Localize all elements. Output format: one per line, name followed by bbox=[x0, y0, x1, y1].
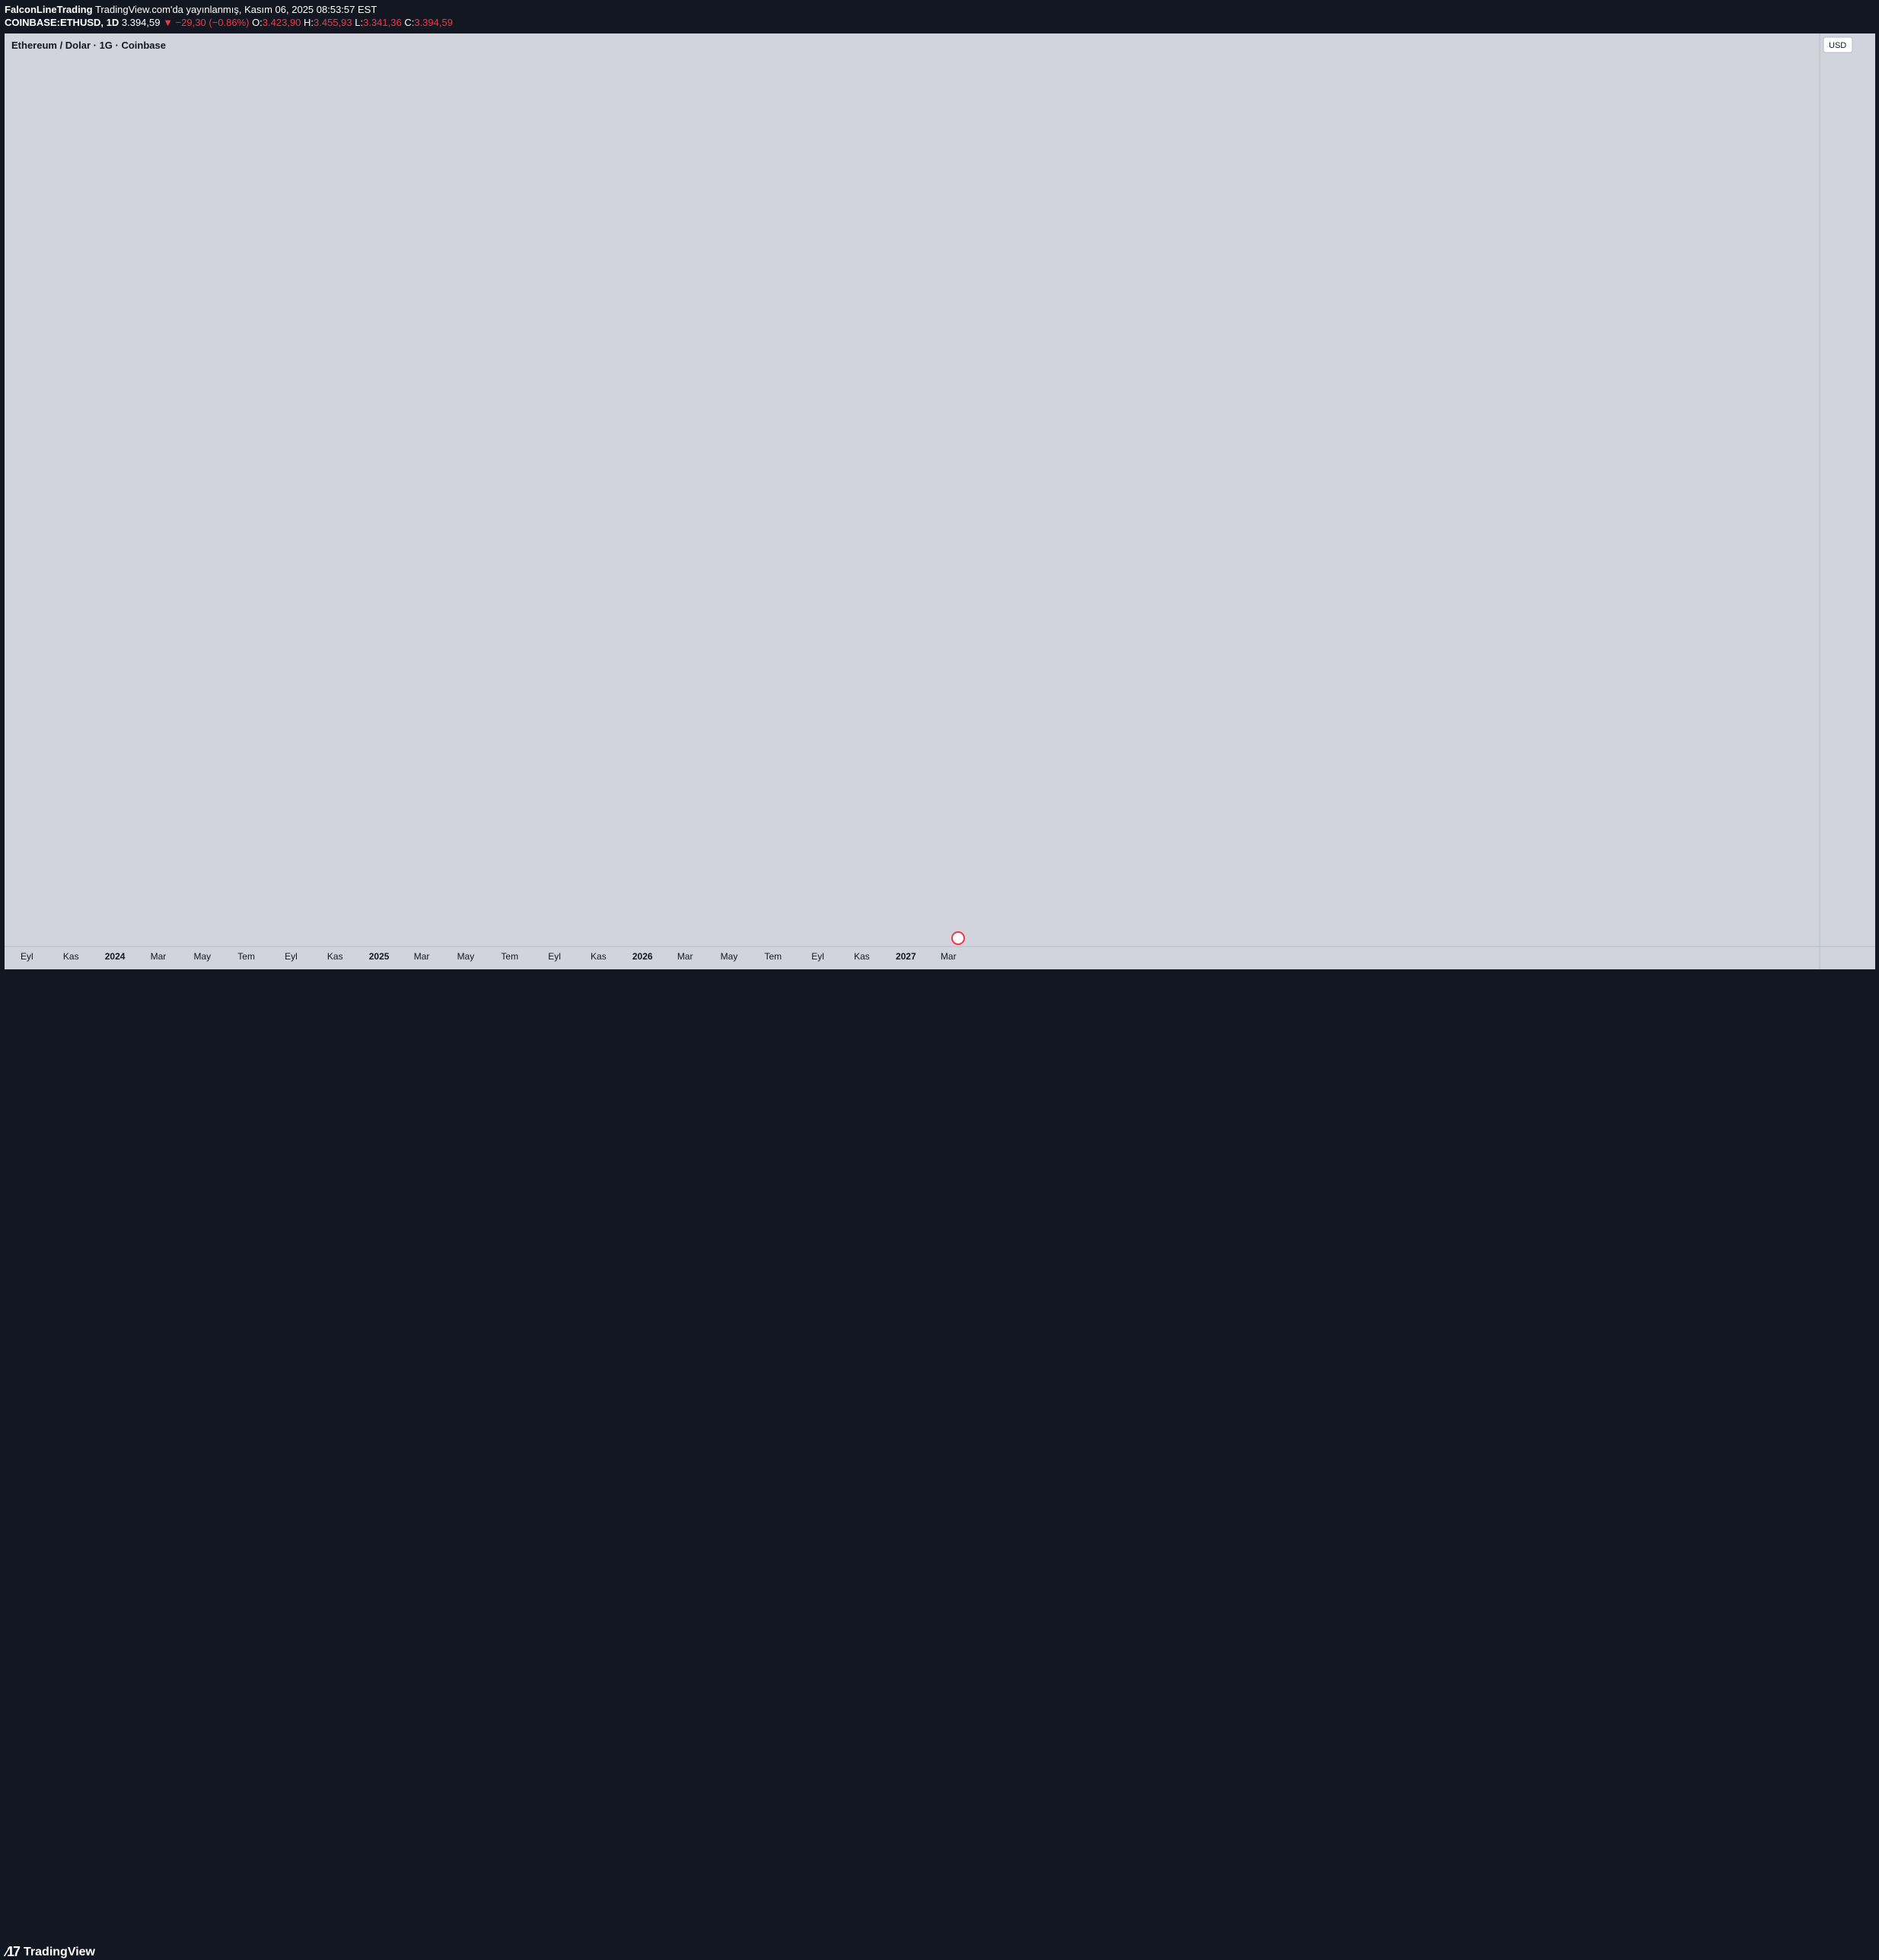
price-chart[interactable]: USD22.000,0020.000,0018.500,0015.800,001… bbox=[5, 33, 1875, 969]
x-tick-label: 2027 bbox=[896, 951, 916, 962]
symbol-line: COINBASE:ETHUSD, 1D 3.394,59 ▼ −29,30 (−… bbox=[5, 17, 453, 28]
x-tick-label: May bbox=[457, 951, 475, 962]
chart-title: Ethereum / Dolar · 1G · Coinbase bbox=[11, 40, 166, 51]
x-tick-label: Mar bbox=[414, 951, 430, 962]
x-tick-label: Mar bbox=[941, 951, 957, 962]
x-tick-label: Kas bbox=[327, 951, 343, 962]
x-tick-label: Eyl bbox=[285, 951, 298, 962]
x-tick-label: Eyl bbox=[548, 951, 561, 962]
open-label: O: bbox=[252, 17, 263, 28]
tradingview-logo[interactable]: ⁄17 TradingView bbox=[6, 1944, 95, 1960]
x-tick-label: Tem bbox=[764, 951, 782, 962]
high-label: H: bbox=[304, 17, 314, 28]
high-value: 3.455,93 bbox=[314, 17, 352, 28]
price-change: ▼ −29,30 (−0.86%) bbox=[163, 17, 250, 28]
author-name[interactable]: FalconLineTrading bbox=[5, 4, 93, 15]
close-value: 3.394,59 bbox=[414, 17, 453, 28]
x-tick-label: 2025 bbox=[369, 951, 390, 962]
chart-header: FalconLineTrading TradingView.com'da yay… bbox=[0, 0, 1879, 33]
publish-line: FalconLineTrading TradingView.com'da yay… bbox=[5, 4, 377, 15]
event-flag-icon[interactable] bbox=[951, 931, 965, 945]
x-tick-label: 2024 bbox=[105, 951, 126, 962]
x-tick-label: Mar bbox=[151, 951, 167, 962]
x-tick-label: Kas bbox=[854, 951, 870, 962]
x-tick-label: 2026 bbox=[632, 951, 653, 962]
tradingview-brand: TradingView bbox=[24, 1945, 95, 1958]
chart-area[interactable]: USD22.000,0020.000,0018.500,0015.800,001… bbox=[5, 33, 1875, 969]
open-value: 3.423,90 bbox=[262, 17, 301, 28]
low-value: 3.341,36 bbox=[363, 17, 402, 28]
low-label: L: bbox=[355, 17, 364, 28]
x-tick-label: May bbox=[193, 951, 211, 962]
x-tick-label: Kas bbox=[591, 951, 607, 962]
currency-button[interactable] bbox=[1823, 37, 1853, 53]
close-label: C: bbox=[404, 17, 415, 28]
symbol-label[interactable]: COINBASE:ETHUSD, 1D bbox=[5, 17, 119, 28]
x-tick-label: Tem bbox=[501, 951, 518, 962]
footer-bar: ⁄17 TradingView bbox=[0, 969, 1879, 1959]
x-tick-label: Tem bbox=[237, 951, 255, 962]
tradingview-logo-icon: ⁄17 bbox=[6, 1944, 21, 1959]
x-tick-label: Eyl bbox=[811, 951, 824, 962]
publish-info: TradingView.com'da yayınlanmış, Kasım 06… bbox=[94, 4, 377, 15]
x-tick-label: Mar bbox=[677, 951, 693, 962]
currency-label: USD bbox=[1829, 41, 1846, 50]
x-tick-label: May bbox=[721, 951, 738, 962]
last-price: 3.394,59 bbox=[121, 17, 161, 28]
x-tick-label: Eyl bbox=[21, 951, 33, 962]
x-tick-label: Kas bbox=[63, 951, 79, 962]
